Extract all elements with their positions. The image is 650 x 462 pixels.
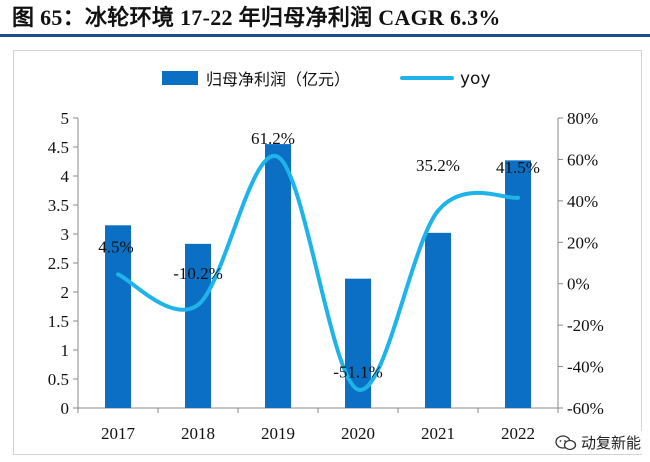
y-left-tick-label: 3.5 xyxy=(48,196,69,215)
y-left-tick-label: 5 xyxy=(61,109,70,128)
y-right-tick-label: 60% xyxy=(567,150,598,169)
legend-bar-swatch xyxy=(162,71,198,85)
y-right-tick-label: -60% xyxy=(567,399,604,418)
y-left-tick-label: 4 xyxy=(61,167,70,186)
x-tick-label: 2019 xyxy=(261,424,295,443)
bar xyxy=(425,232,451,408)
title-rule xyxy=(0,34,650,37)
watermark: 动复新能 xyxy=(551,431,644,454)
y-right-tick-label: 0% xyxy=(567,275,590,294)
y-left-tick-label: 4.5 xyxy=(48,138,69,157)
yoy-data-label: -10.2% xyxy=(173,264,223,283)
y-right-tick-label: -20% xyxy=(567,316,604,335)
figure-title: 图 65：冰轮环境 17-22 年归母净利润 CAGR 6.3% xyxy=(12,5,501,30)
x-tick-label: 2017 xyxy=(101,424,136,443)
x-tick-label: 2020 xyxy=(341,424,375,443)
legend-bar-label: 归母净利润（亿元） xyxy=(206,70,350,89)
x-tick-label: 2018 xyxy=(181,424,215,443)
x-tick-label: 2021 xyxy=(421,424,455,443)
yoy-data-label: 41.5% xyxy=(496,158,540,177)
y-left-tick-label: 0 xyxy=(61,399,70,418)
bar xyxy=(105,225,131,408)
bar xyxy=(185,243,211,408)
y-left-tick-label: 3 xyxy=(61,225,70,244)
y-right-tick-label: -40% xyxy=(567,358,604,377)
yoy-data-label: 4.5% xyxy=(98,237,133,256)
yoy-line xyxy=(116,154,520,392)
x-tick-label: 2022 xyxy=(501,424,535,443)
bar xyxy=(505,160,531,408)
legend-line-label: yoy xyxy=(460,69,491,89)
yoy-data-label: 35.2% xyxy=(416,156,460,175)
y-right-tick-label: 20% xyxy=(567,233,598,252)
wechat-icon xyxy=(555,434,577,450)
yoy-data-label: -51.1% xyxy=(333,363,383,382)
y-left-tick-label: 1.5 xyxy=(48,312,69,331)
watermark-text: 动复新能 xyxy=(580,434,641,452)
bar xyxy=(265,144,291,408)
y-left-tick-label: 2.5 xyxy=(48,254,69,273)
y-left-tick-label: 1 xyxy=(61,341,70,360)
y-left-tick-label: 2 xyxy=(61,283,70,302)
y-left-tick-label: 0.5 xyxy=(48,370,69,389)
yoy-data-label: 61.2% xyxy=(251,129,295,148)
y-right-tick-label: 80% xyxy=(567,109,598,128)
y-right-tick-label: 40% xyxy=(567,192,598,211)
